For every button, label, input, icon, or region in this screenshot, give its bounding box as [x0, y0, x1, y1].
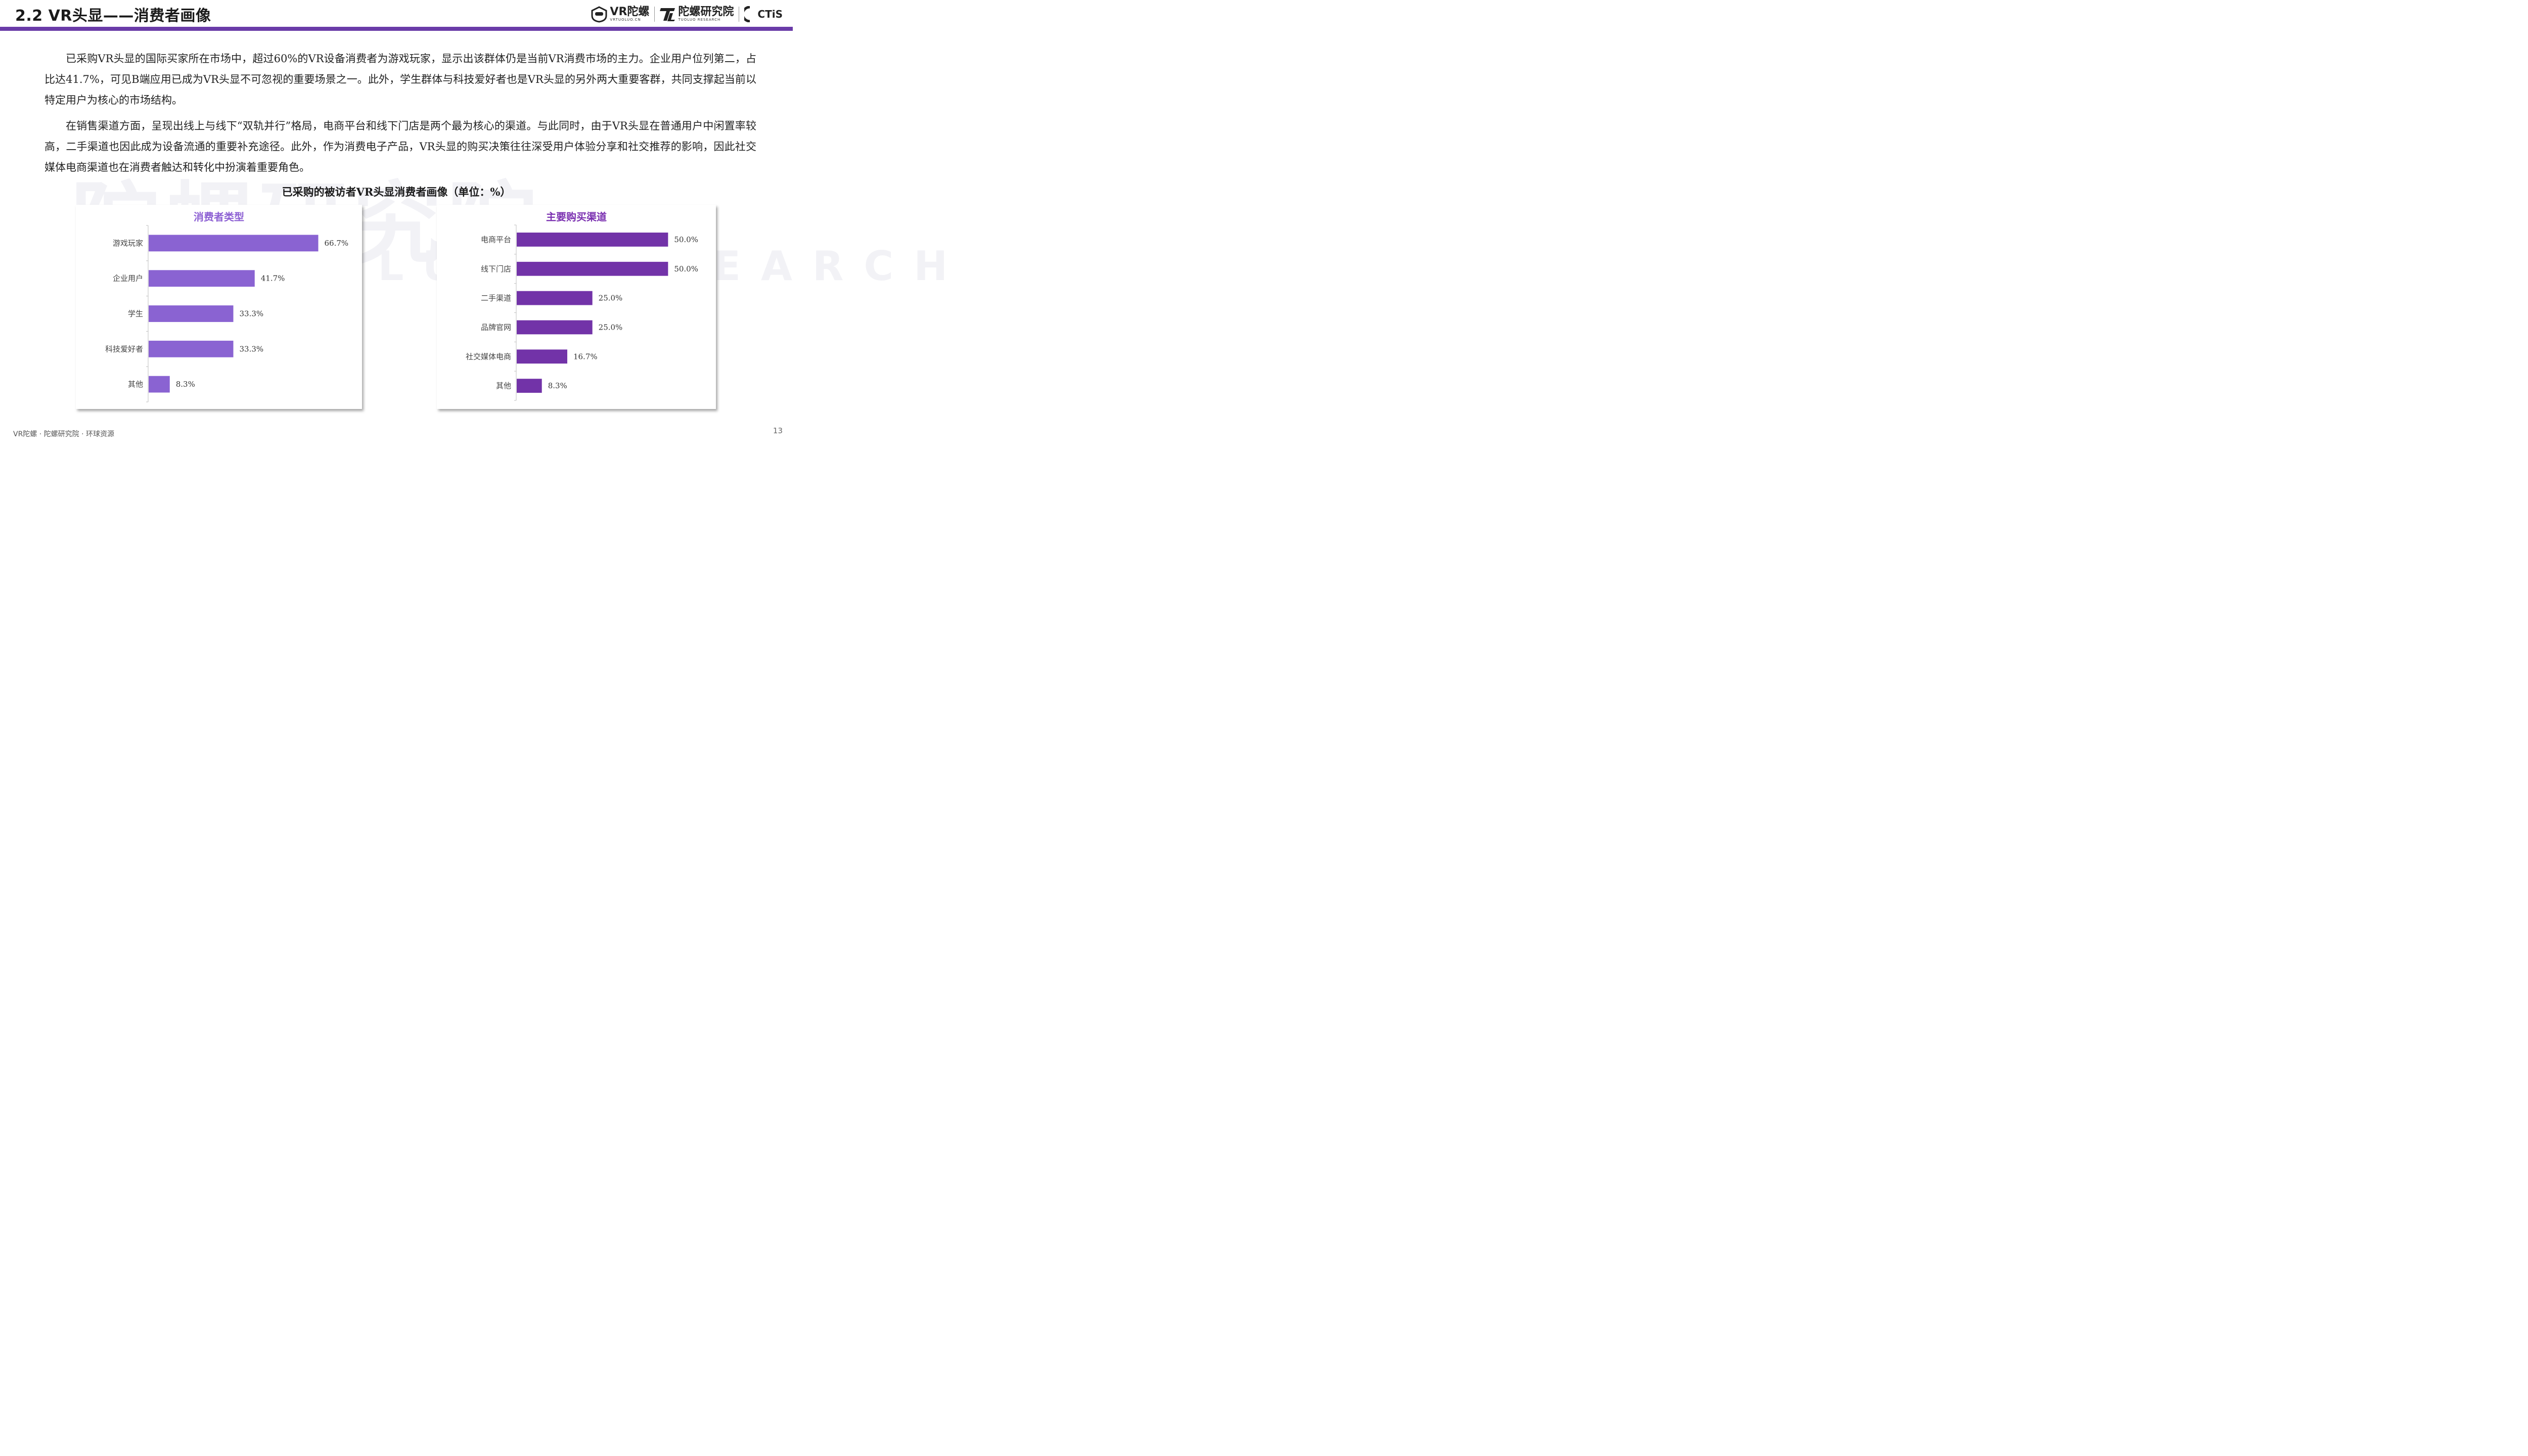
- chart-main-title: 已采购的被访者VR头显消费者画像（单位：%）: [282, 186, 511, 198]
- bar: [517, 291, 593, 305]
- vr-tuoluo-logo-subtitle: VRTUOLUO.CN: [610, 18, 641, 22]
- header: 2.2 VR头显——消费者画像 VR陀螺 VRTUOLUO.CN 陀螺研究院 T…: [0, 0, 793, 31]
- tuoluo-research-logo-icon: [660, 8, 675, 21]
- vr-headset-logo-icon: [591, 6, 607, 23]
- data-label: 25.0%: [599, 294, 623, 303]
- purchase-channel-bar-chart: 电商平台 50.0% 线下门店 50.0% 二手渠道 25.0% 品牌官网 25.0% 社交媒体…: [466, 224, 698, 401]
- bar: [517, 233, 668, 247]
- ctis-logo-name: CTiS: [757, 8, 783, 20]
- data-label: 25.0%: [599, 323, 623, 332]
- bar: [149, 270, 255, 287]
- page-title: 2.2 VR头显——消费者画像: [15, 7, 211, 25]
- vr-tuoluo-logo: VR陀螺 VRTUOLUO.CN: [585, 4, 654, 24]
- category-label: 电商平台: [481, 235, 511, 244]
- category-label: 品牌官网: [481, 323, 511, 332]
- vr-tuoluo-logo-name: VR陀螺: [610, 6, 650, 18]
- data-label: 8.3%: [176, 380, 195, 389]
- consumer-type-chart-panel: 消费者类型 游戏玩家 66.7% 企业用户 41.7% 学生 33.3% 科技爱好者 33.3…: [76, 205, 362, 409]
- bar: [149, 340, 234, 357]
- category-label: 其他: [128, 380, 143, 389]
- purchase-channel-chart-panel: 主要购买渠道 电商平台 50.0% 线下门店 50.0% 二手渠道 25.0% 品牌官网 25…: [437, 205, 716, 409]
- body-paragraph-1: 已采购VR头显的国际买家所在市场中，超过60%的VR设备消费者为游戏玩家，显示出…: [44, 53, 756, 106]
- bar: [517, 320, 593, 335]
- category-label: 企业用户: [113, 274, 143, 283]
- data-label: 50.0%: [674, 235, 698, 244]
- bar: [517, 349, 567, 364]
- bar: [149, 305, 234, 322]
- category-label: 社交媒体电商: [466, 352, 511, 361]
- category-label: 科技爱好者: [105, 344, 143, 353]
- bar: [517, 379, 542, 393]
- bar: [149, 376, 170, 393]
- logo-group: VR陀螺 VRTUOLUO.CN 陀螺研究院 TUOLUO RESEARCH C…: [585, 4, 788, 24]
- category-label: 其他: [496, 381, 511, 390]
- data-label: 16.7%: [573, 352, 598, 361]
- purchase-channel-chart-title: 主要购买渠道: [546, 211, 607, 223]
- category-label: 二手渠道: [481, 294, 511, 303]
- data-label: 66.7%: [325, 239, 349, 248]
- ctis-logo: CTiS: [739, 4, 788, 24]
- header-accent-bar: [0, 27, 793, 31]
- tuoluo-research-logo-name: 陀螺研究院: [678, 6, 734, 18]
- ctis-logo-icon: [744, 6, 750, 22]
- bar: [149, 235, 319, 252]
- tuoluo-research-logo-subtitle: TUOLUO RESEARCH: [678, 18, 721, 22]
- category-label: 线下门店: [481, 264, 511, 274]
- consumer-type-bar-chart: 游戏玩家 66.7% 企业用户 41.7% 学生 33.3% 科技爱好者 33.3% 其他 8.3…: [105, 225, 349, 402]
- category-label: 游戏玩家: [113, 239, 143, 248]
- data-label: 41.7%: [261, 274, 285, 283]
- data-label: 33.3%: [239, 309, 263, 318]
- bar: [517, 261, 668, 276]
- consumer-type-chart-title: 消费者类型: [194, 211, 244, 223]
- body-paragraph-2: 在销售渠道方面，呈现出线上与线下“双轨并行”格局，电商平台和线下门店是两个最为核…: [44, 120, 756, 173]
- footer-source: VR陀螺 · 陀螺研究院 · 环球资源: [13, 430, 115, 438]
- page-number: 13: [773, 426, 783, 435]
- data-label: 8.3%: [548, 381, 567, 390]
- data-label: 33.3%: [239, 344, 263, 353]
- data-label: 50.0%: [674, 264, 698, 274]
- tuoluo-research-logo: 陀螺研究院 TUOLUO RESEARCH: [655, 4, 739, 24]
- logo-divider: [654, 7, 655, 22]
- category-label: 学生: [128, 309, 143, 318]
